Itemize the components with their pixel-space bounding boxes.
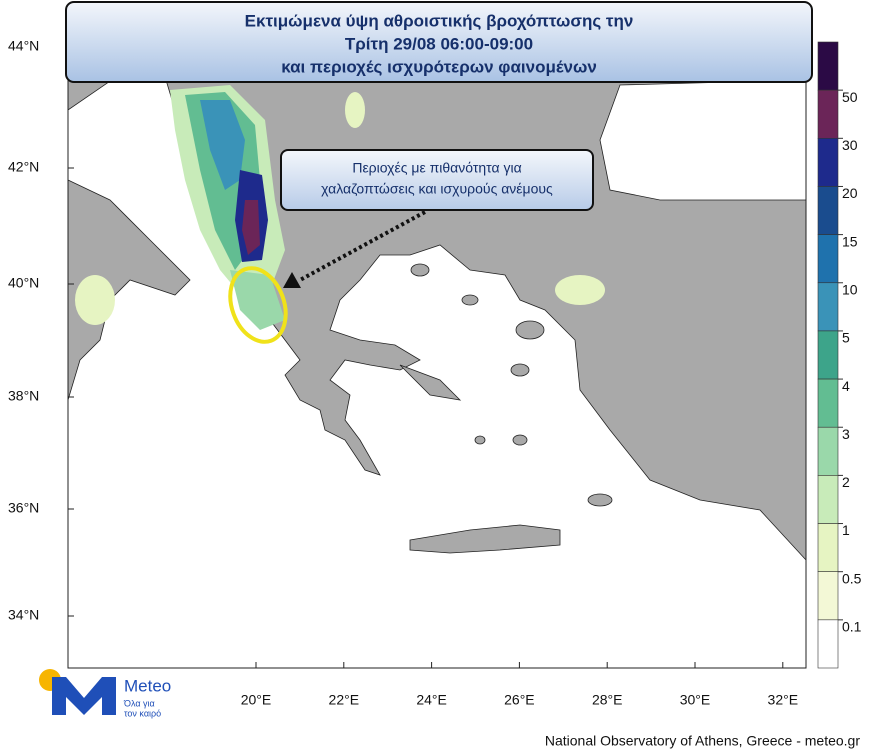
colorbar-segment [817,186,839,235]
map: 44°N 42°N 40°N 38°N 36°N 34°N 20°E 22°E 24°E 26°E… [8,38,807,708]
colorbar-segment [817,138,839,187]
lon-label: 26°E [504,692,535,708]
axes: 44°N 42°N 40°N 38°N 36°N 34°N 20°E 22°E 24°E 26°E… [8,38,798,708]
footer: National Observatory of Athens, Greece -… [545,733,860,749]
colorbar-label: 30 [842,137,858,153]
lon-label: 20°E [241,692,272,708]
colorbar-segment [817,426,839,476]
colorbar-label: 4 [842,378,850,394]
lon-label: 32°E [768,692,799,708]
colorbar-segment [817,571,839,621]
title-line: Εκτιμώμενα ύψη αθροιστικής βροχόπτωσης τ… [245,11,634,30]
colorbar-label: 20 [842,185,858,201]
logo-tagline: Όλα για [123,698,155,708]
colorbar-segment [817,282,839,332]
title-box: Εκτιμώμενα ύψη αθροιστικής βροχόπτωσης τ… [65,1,813,83]
colorbar-segment [817,41,839,91]
colorbar-segment [817,330,839,380]
colorbar-segment [817,523,839,572]
colorbar-segment [817,619,839,669]
colorbar-segment [817,234,839,284]
lat-label: 34°N [8,607,39,623]
colorbar-segment [817,378,839,428]
colorbar-label: 2 [842,474,850,490]
colorbar-segment [817,89,839,139]
logo-mark [52,677,116,715]
arrow-head [283,272,301,288]
colorbar-segment [817,475,839,524]
lat-label: 38°N [8,388,39,404]
highlight-ellipse [228,266,288,344]
lon-label: 28°E [592,692,623,708]
callout-background [280,149,594,211]
logo-tagline: τον καιρό [124,708,161,718]
colorbar: 50 30 20 15 10 5 4 3 2 1 0.5 0.1 [817,41,862,669]
lat-label: 36°N [8,500,39,516]
colorbar-label: 3 [842,426,850,442]
title-line: και περιοχές ισχυρότερων φαινομένων [281,57,597,76]
precipitation [75,85,605,330]
lon-label: 22°E [329,692,360,708]
colorbar-label: 1 [842,522,850,538]
callout-line: Περιοχές με πιθανότητα για [352,160,521,176]
colorbar-label: 0.5 [842,570,862,586]
title-background [65,1,813,83]
callout-line: χαλαζοπτώσεις και ισχυρούς ανέμους [321,181,553,197]
colorbar-label: 0.1 [842,619,862,635]
lat-label: 44°N [8,38,39,54]
colorbar-label: 15 [842,233,858,249]
lat-label: 42°N [8,159,39,175]
callout: Περιοχές με πιθανότητα για χαλαζοπτώσεις… [280,149,594,211]
lat-label: 40°N [8,275,39,291]
colorbar-label: 5 [842,330,850,346]
colorbar-label: 50 [842,89,858,105]
logo-name: Meteo [124,676,171,695]
colorbar-label: 10 [842,281,858,297]
lon-label: 30°E [680,692,711,708]
logo: Meteo Όλα για τον καιρό [39,669,171,718]
lon-label: 24°E [416,692,447,708]
title-line: Τρίτη 29/08 06:00-09:00 [345,34,533,53]
